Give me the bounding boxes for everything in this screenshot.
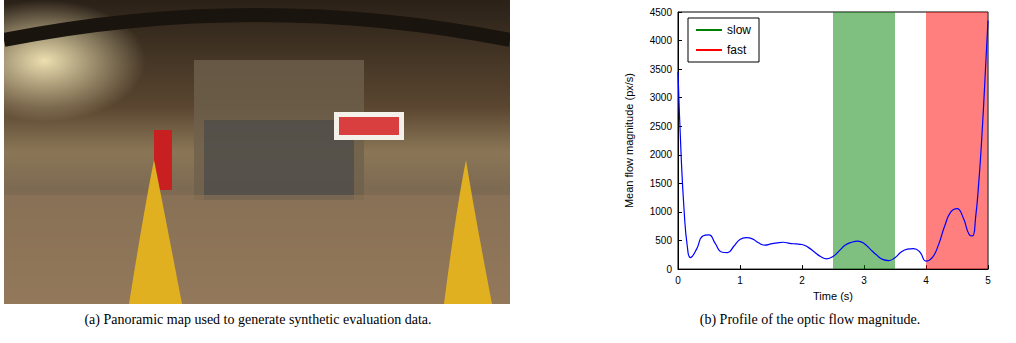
svg-text:1: 1 [737, 275, 743, 286]
svg-text:4: 4 [923, 275, 929, 286]
svg-text:fast: fast [727, 43, 747, 57]
html-text:(a) Panoramic map used to gene: (a) Panoramic map used to generate synth… [84, 312, 432, 327]
svg-text:2: 2 [799, 275, 805, 286]
svg-text:Mean flow magnitude (px/s): Mean flow magnitude (px/s) [623, 73, 635, 208]
svg-text:3: 3 [861, 275, 867, 286]
svg-text:slow: slow [727, 23, 751, 37]
svg-text:3000: 3000 [650, 92, 673, 103]
svg-text:0: 0 [675, 275, 681, 286]
svg-text:4500: 4500 [650, 7, 673, 18]
html-text:(b) Profile of the optic flow: (b) Profile of the optic flow magnitude. [699, 312, 921, 327]
svg-text:1500: 1500 [650, 178, 673, 189]
svg-text:0: 0 [666, 264, 672, 275]
svg-text:Time (s): Time (s) [813, 290, 853, 302]
svg-text:1000: 1000 [650, 206, 673, 217]
svg-text:4000: 4000 [650, 35, 673, 46]
svg-text:2000: 2000 [650, 149, 673, 160]
svg-text:2500: 2500 [650, 121, 673, 132]
svg-text:5: 5 [985, 275, 991, 286]
svg-text:500: 500 [655, 235, 672, 246]
svg-text:3500: 3500 [650, 64, 673, 75]
